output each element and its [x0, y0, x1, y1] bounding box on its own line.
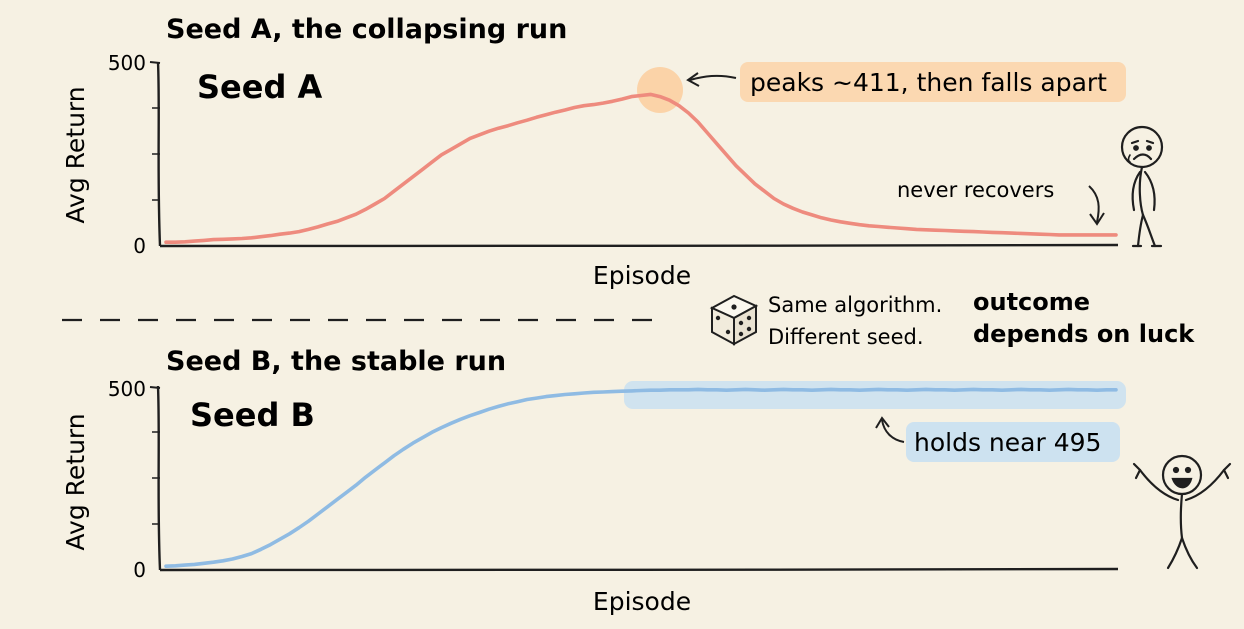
caption-line-1: Same algorithm.	[768, 293, 942, 317]
caption-line-2: Different seed.	[768, 325, 924, 349]
tail-arrowhead	[1089, 212, 1105, 226]
takeaway-line-1: outcome	[973, 288, 1090, 316]
panel-b-minor-ticks	[152, 431, 160, 525]
tail-annotation: never recovers	[897, 178, 1054, 202]
takeaway-line-2: depends on luck	[973, 320, 1195, 348]
panel-a-title: Seed A, the collapsing run	[166, 14, 567, 45]
panel-a-x-axis	[159, 243, 1119, 248]
panel-a-tick-500	[149, 61, 161, 64]
series-line-seed-b	[164, 387, 1118, 568]
panel-b-x-axis	[159, 567, 1119, 572]
hold-annotation: holds near 495	[914, 428, 1101, 457]
peak-arrowhead	[686, 72, 700, 87]
panel-b-title: Seed B, the stable run	[166, 346, 506, 377]
hold-arrowhead	[875, 416, 890, 429]
peak-annotation: peaks ~411, then falls apart	[750, 68, 1107, 97]
dice-icon	[709, 294, 759, 346]
panel-a-y-axis	[156, 61, 162, 247]
panel-a-minor-ticks	[152, 107, 160, 201]
panel-a-ylabel: Avg Return	[61, 86, 90, 223]
panel-b-y-axis	[156, 385, 162, 571]
panel-seed-a: Seed A, the collapsing run 500 0 Avg Ret…	[61, 14, 1164, 290]
sad-stick-figure-icon	[1120, 125, 1164, 248]
middle-divider: Same algorithm. Different seed. outcome …	[62, 288, 1195, 349]
tail-arrow	[1088, 185, 1100, 223]
panel-a-ytick-0: 0	[133, 234, 146, 258]
plateau-highlight	[624, 381, 1126, 409]
panel-a-ytick-500: 500	[108, 51, 146, 75]
panel-b-ylabel: Avg Return	[61, 413, 90, 550]
panel-a-inner-label: Seed A	[197, 68, 323, 106]
panel-seed-b: Seed B, the stable run 500 0 Avg Return …	[61, 346, 1232, 616]
panel-a-xlabel: Episode	[593, 261, 691, 290]
happy-stick-figure-icon	[1132, 454, 1232, 570]
peak-annotation-box	[740, 62, 1126, 102]
series-line-seed-a	[164, 92, 1118, 244]
series-points-seed-a	[166, 94, 1116, 242]
panel-b-ytick-0: 0	[133, 558, 146, 582]
panel-b-inner-label: Seed B	[190, 396, 315, 434]
panel-b-xlabel: Episode	[593, 587, 691, 616]
hold-arrow	[881, 419, 905, 443]
peak-arrow	[689, 74, 737, 81]
hold-annotation-box	[906, 422, 1120, 462]
panel-b-ytick-500: 500	[108, 377, 146, 401]
panel-b-tick-500	[149, 386, 161, 389]
